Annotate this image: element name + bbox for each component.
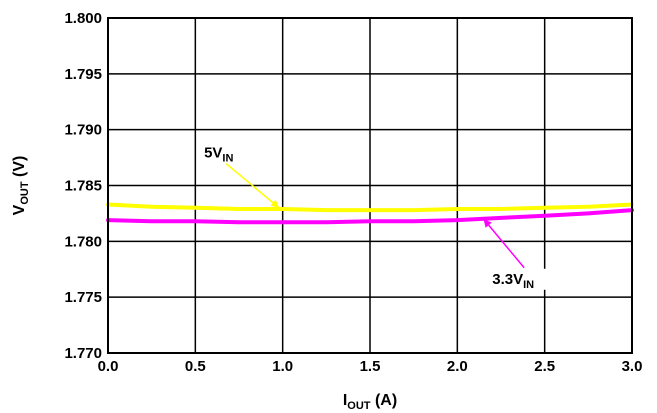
series-label-sub: IN	[523, 279, 534, 291]
series-label: 3.3VIN	[492, 271, 534, 291]
x-tick-label: 1.5	[360, 358, 381, 375]
y-axis-label-unit: (V)	[11, 156, 28, 182]
series-label-background	[488, 268, 547, 290]
y-tick-label: 1.800	[64, 10, 102, 27]
x-tick-label: 0.5	[185, 358, 206, 375]
y-tick-label: 1.780	[64, 233, 102, 250]
y-axis-label: VOUT (V)	[11, 156, 31, 216]
series-label-sub: IN	[222, 153, 233, 165]
series-arrow-line	[225, 163, 280, 209]
series-arrow-head	[270, 199, 280, 208]
y-tick-label: 1.795	[64, 66, 102, 83]
series-arrow-head	[483, 219, 492, 228]
x-axis-label-unit: (A)	[371, 392, 398, 409]
x-tick-label: 0.0	[98, 358, 119, 375]
x-tick-label: 1.0	[272, 358, 293, 375]
y-tick-label: 1.775	[64, 289, 102, 306]
y-tick-label: 1.785	[64, 178, 102, 195]
y-tick-label: 1.770	[64, 345, 102, 362]
x-axis-label-main: I	[343, 392, 347, 409]
series-arrow-line	[482, 218, 525, 269]
series-label-main: 5V	[204, 145, 222, 162]
series-line	[106, 208, 634, 225]
plot-frame	[107, 17, 633, 354]
x-tick-label: 2.5	[534, 358, 555, 375]
series-label-background	[200, 142, 241, 164]
x-axis-label-sub: OUT	[347, 400, 371, 412]
x-tick-label: 2.0	[447, 358, 468, 375]
series-label-main: 3.3V	[492, 271, 523, 288]
x-axis-label: IOUT (A)	[343, 392, 397, 412]
x-tick-label: 3.0	[622, 358, 643, 375]
y-axis-label-sub: OUT	[19, 181, 31, 205]
y-tick-label: 1.790	[64, 122, 102, 139]
y-axis-label-main: V	[11, 204, 28, 215]
series-label: 5VIN	[204, 145, 233, 165]
series-line	[106, 202, 634, 213]
